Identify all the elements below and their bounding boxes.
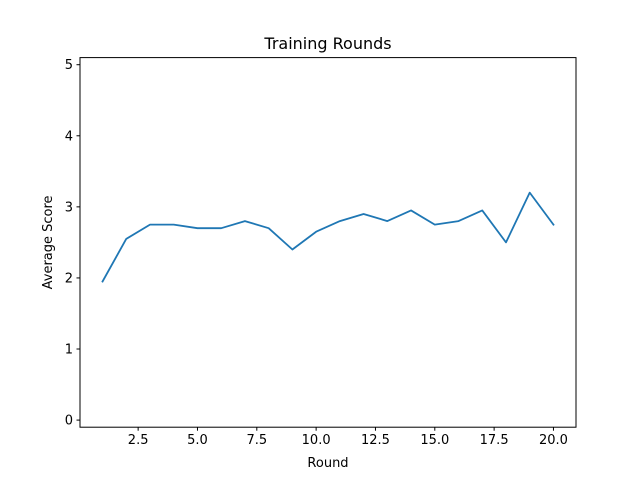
plot-frame: [79, 57, 577, 428]
x-axis-ticks: 2.5 5.0 7.5 10.0 12.5 15.0 17.5 20.0: [128, 427, 568, 448]
x-axis-label: Round: [307, 456, 348, 471]
x-tick-label: 15.0: [420, 433, 449, 448]
y-axis-label: Average Score: [41, 195, 56, 289]
y-tick-label: 0: [65, 414, 73, 429]
series-layer: [101, 191, 555, 283]
x-tick-label: 2.5: [128, 433, 149, 448]
chart-title: Training Rounds: [263, 34, 391, 53]
x-tick-label: 10.0: [302, 433, 331, 448]
y-tick-label: 5: [65, 58, 73, 73]
x-tick-label: 7.5: [246, 433, 267, 448]
y-tick-label: 1: [65, 343, 73, 358]
x-tick-label: 5.0: [187, 433, 208, 448]
y-tick-label: 3: [65, 200, 73, 215]
y-axis-ticks: 0 1 2 3 4 5: [65, 58, 80, 429]
x-tick-label: 12.5: [361, 433, 390, 448]
y-tick-label: 4: [65, 129, 73, 144]
series-line: [101, 191, 555, 283]
x-tick-label: 20.0: [539, 433, 568, 448]
y-tick-label: 2: [65, 271, 73, 286]
x-tick-label: 17.5: [480, 433, 509, 448]
